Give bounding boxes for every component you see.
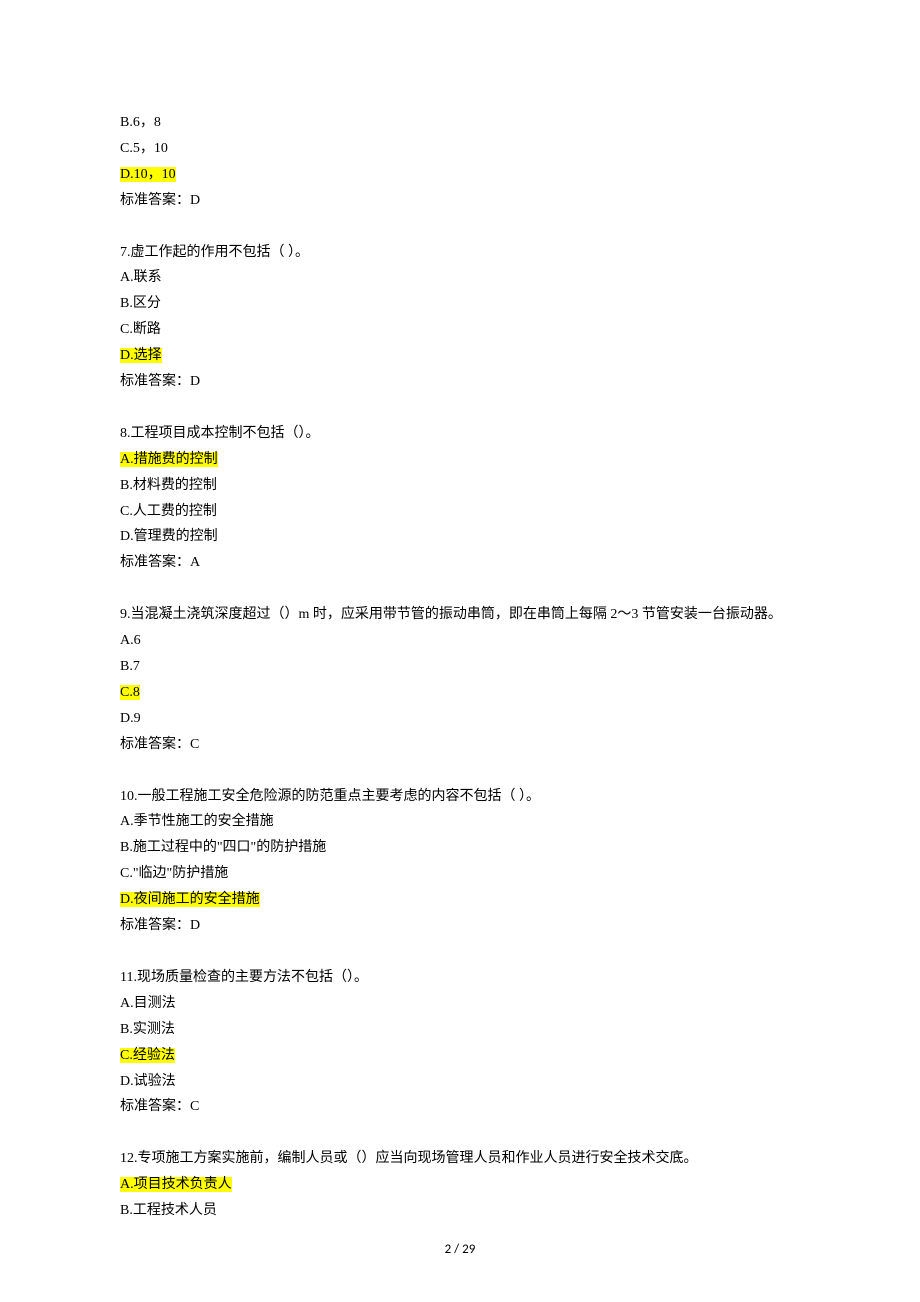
option-b: B.实测法	[120, 1017, 800, 1043]
answer-line: 标准答案：A	[120, 550, 800, 576]
option-c: C.经验法	[120, 1043, 800, 1069]
question-block: B.6，8 C.5，10 D.10，10 标准答案：D	[120, 110, 800, 214]
option-c: C.断路	[120, 317, 800, 343]
option-d: D.9	[120, 706, 800, 732]
question-block: 12.专项施工方案实施前，编制人员或（）应当向现场管理人员和作业人员进行安全技术…	[120, 1146, 800, 1224]
option-d: D.10，10	[120, 162, 800, 188]
question-block: 10.一般工程施工安全危险源的防范重点主要考虑的内容不包括（ ）。 A.季节性施…	[120, 784, 800, 939]
answer-line: 标准答案：C	[120, 1094, 800, 1120]
page-footer: 2 / 29	[0, 1238, 920, 1262]
question-stem: 9.当混凝土浇筑深度超过（）m 时，应采用带节管的振动串筒，即在串筒上每隔 2～…	[120, 602, 800, 628]
highlighted-option: D.选择	[120, 348, 162, 363]
question-stem: 11.现场质量检查的主要方法不包括（）。	[120, 965, 800, 991]
option-c: C.8	[120, 680, 800, 706]
option-d: D.试验法	[120, 1069, 800, 1095]
question-stem: 10.一般工程施工安全危险源的防范重点主要考虑的内容不包括（ ）。	[120, 784, 800, 810]
option-b: B.7	[120, 654, 800, 680]
option-a: A.目测法	[120, 991, 800, 1017]
question-stem: 8.工程项目成本控制不包括（）。	[120, 421, 800, 447]
highlighted-option: D.夜间施工的安全措施	[120, 892, 260, 907]
option-b: B.6，8	[120, 110, 800, 136]
highlighted-option: C.8	[120, 685, 140, 700]
question-block: 8.工程项目成本控制不包括（）。 A.措施费的控制 B.材料费的控制 C.人工费…	[120, 421, 800, 576]
highlighted-option: C.经验法	[120, 1048, 175, 1063]
option-a: A.6	[120, 628, 800, 654]
highlighted-option: D.10，10	[120, 167, 176, 182]
option-d: D.夜间施工的安全措施	[120, 887, 800, 913]
question-stem: 12.专项施工方案实施前，编制人员或（）应当向现场管理人员和作业人员进行安全技术…	[120, 1146, 800, 1172]
option-b: B.材料费的控制	[120, 473, 800, 499]
option-c: C.5，10	[120, 136, 800, 162]
option-a: A.措施费的控制	[120, 447, 800, 473]
option-b: B.施工过程中的"四口"的防护措施	[120, 835, 800, 861]
option-c: C.人工费的控制	[120, 499, 800, 525]
answer-line: 标准答案：D	[120, 369, 800, 395]
highlighted-option: A.措施费的控制	[120, 452, 218, 467]
option-a: A.季节性施工的安全措施	[120, 809, 800, 835]
option-d: D.管理费的控制	[120, 524, 800, 550]
option-b: B.区分	[120, 291, 800, 317]
option-a: A.联系	[120, 265, 800, 291]
answer-line: 标准答案：D	[120, 913, 800, 939]
option-c: C."临边"防护措施	[120, 861, 800, 887]
option-b: B.工程技术人员	[120, 1198, 800, 1224]
option-a: A.项目技术负责人	[120, 1172, 800, 1198]
answer-line: 标准答案：C	[120, 732, 800, 758]
question-stem: 7.虚工作起的作用不包括（ ）。	[120, 240, 800, 266]
question-block: 7.虚工作起的作用不包括（ ）。 A.联系 B.区分 C.断路 D.选择 标准答…	[120, 240, 800, 395]
question-block: 11.现场质量检查的主要方法不包括（）。 A.目测法 B.实测法 C.经验法 D…	[120, 965, 800, 1120]
document-page: B.6，8 C.5，10 D.10，10 标准答案：D 7.虚工作起的作用不包括…	[0, 0, 920, 1302]
option-d: D.选择	[120, 343, 800, 369]
highlighted-option: A.项目技术负责人	[120, 1177, 232, 1192]
question-block: 9.当混凝土浇筑深度超过（）m 时，应采用带节管的振动串筒，即在串筒上每隔 2～…	[120, 602, 800, 757]
answer-line: 标准答案：D	[120, 188, 800, 214]
